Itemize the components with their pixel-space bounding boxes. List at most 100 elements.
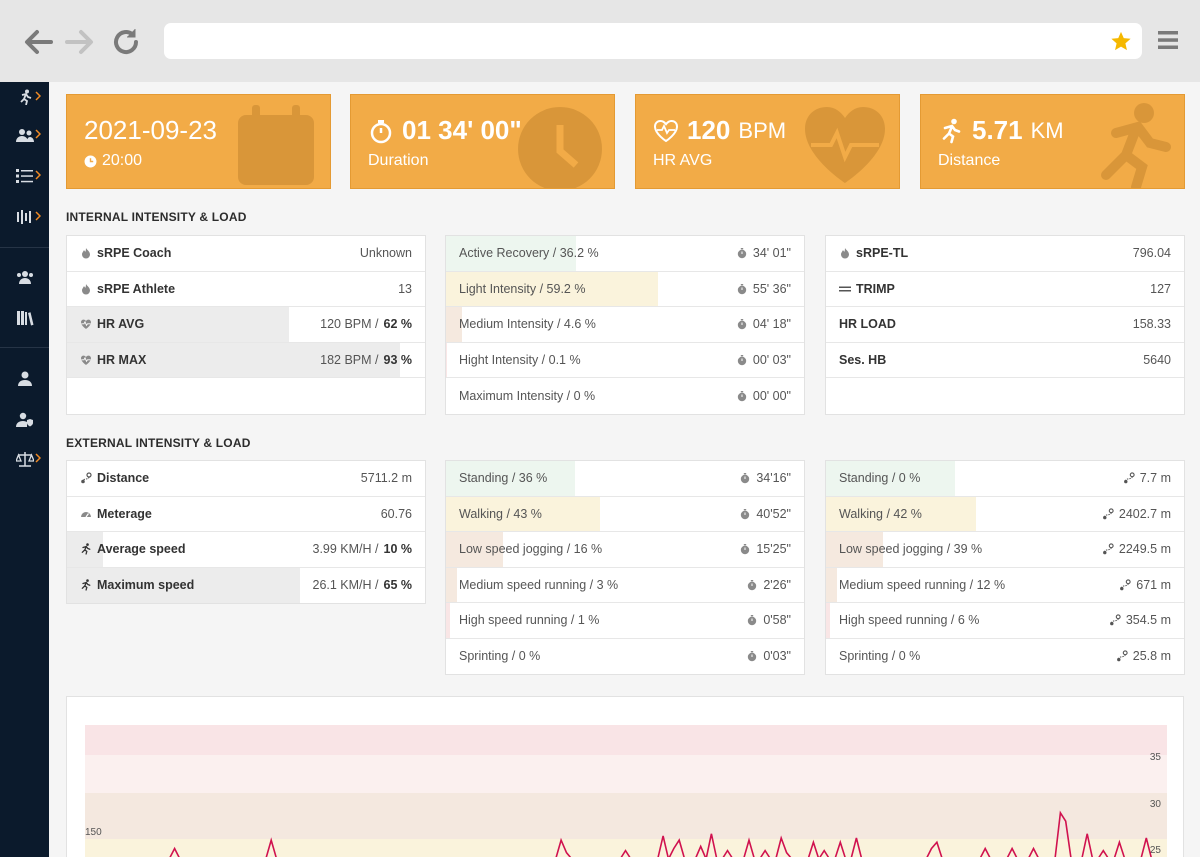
runner-icon — [80, 543, 92, 555]
row-value: 127 — [1150, 282, 1171, 296]
row-value: 2402.7 m — [1102, 507, 1171, 521]
table-row: High speed running / 1 % 0'58" — [446, 603, 804, 639]
address-bar[interactable] — [164, 23, 1142, 59]
row-value: 0'58" — [746, 613, 791, 627]
table-row: Distance 5711.2 m — [67, 461, 425, 497]
books-icon — [16, 311, 33, 326]
row-label-text: Average speed — [97, 542, 186, 557]
forward-button[interactable] — [60, 22, 100, 62]
chevron-right-icon — [35, 170, 41, 180]
row-label-text: Active Recovery / 36.2 % — [459, 246, 599, 261]
route-small-icon — [1119, 579, 1131, 591]
heartbeat-icon — [80, 354, 92, 366]
row-value: 2'26" — [746, 578, 791, 592]
stopwatch-icon — [739, 508, 751, 520]
row-value-text: 13 — [398, 281, 412, 296]
row-value-text: 26.1 KM/H / — [312, 578, 379, 593]
row-value-text: 158.33 — [1132, 317, 1171, 332]
row-value-text: 04' 18" — [752, 317, 791, 332]
row-label-text: HR LOAD — [839, 317, 896, 332]
internal-metrics-table: sRPE Coach Unknown sRPE Athlete 13 HR AVG 120… — [66, 235, 426, 415]
external-section-title: EXTERNAL INTENSITY & LOAD — [66, 436, 251, 450]
row-value-text: 2'26" — [763, 577, 791, 592]
stopwatch-icon — [746, 579, 758, 591]
row-value-text: 2249.5 m — [1118, 542, 1171, 557]
reload-icon — [114, 29, 139, 55]
tile-duration-label: Duration — [368, 152, 429, 169]
row-label: Medium speed running / 3 % — [459, 578, 618, 592]
row-progress-fill — [446, 271, 658, 306]
reload-button[interactable] — [106, 22, 146, 62]
heartbeat-icon — [653, 119, 679, 142]
internal-zones-table: Active Recovery / 36.2 % 34' 01" Light Int… — [445, 235, 805, 415]
clock-icon — [518, 107, 602, 188]
row-value: 04' 18" — [736, 317, 791, 331]
row-progress-fill — [67, 342, 400, 377]
tile-date: 2021-09-23 20:00 — [66, 94, 331, 189]
row-value-text: 7.7 m — [1139, 471, 1171, 486]
tile-duration: 01 34' 00" Duration — [350, 94, 615, 189]
gauge-icon — [80, 508, 92, 520]
stopwatch-icon — [746, 650, 758, 662]
row-label: High speed running / 1 % — [459, 613, 599, 627]
tile-hr-value: 120 — [687, 115, 731, 145]
row-label: Walking / 42 % — [839, 507, 922, 521]
sidebar-item-equalizer[interactable] — [0, 202, 49, 232]
users-icon — [16, 271, 33, 284]
sidebar-item-balance[interactable] — [0, 444, 49, 474]
row-value-text: 25.8 m — [1132, 649, 1171, 664]
sidebar-item-sessions[interactable] — [0, 82, 49, 112]
internal-section-title: INTERNAL INTENSITY & LOAD — [66, 210, 247, 224]
row-label-text: HR AVG — [97, 317, 145, 332]
row-label: Sprinting / 0 % — [839, 649, 920, 663]
row-label-text: Maximum speed — [97, 578, 195, 593]
row-label: Maximum Intensity / 0 % — [459, 389, 595, 403]
stopwatch-icon — [736, 247, 748, 259]
hamburger-menu-icon[interactable] — [1156, 28, 1180, 52]
tile-hr-label: HR AVG — [653, 152, 713, 169]
row-progress-fill — [826, 496, 977, 531]
row-value-text: 2402.7 m — [1118, 506, 1171, 521]
stopwatch-icon — [736, 354, 748, 366]
row-label-text: TRIMP — [856, 281, 895, 296]
table-row: Standing / 0 % 7.7 m — [826, 461, 1184, 497]
back-button[interactable] — [18, 22, 58, 62]
row-label-text: Walking / 42 % — [839, 506, 922, 521]
sidebar-item-teams[interactable] — [0, 120, 49, 150]
sidebar-item-profile[interactable] — [0, 363, 49, 393]
table-row: Sprinting / 0 % 0'03" — [446, 639, 804, 675]
row-label: Standing / 36 % — [459, 471, 547, 485]
row-label-text: Medium Intensity / 4.6 % — [459, 317, 596, 332]
row-value: 26.1 KM/H / 65 % — [313, 578, 413, 592]
row-percent: 62 % — [383, 317, 413, 332]
row-label-text: Meterage — [97, 506, 152, 521]
row-label-text: High speed running / 6 % — [839, 613, 980, 628]
table-row — [826, 378, 1184, 414]
row-value-text: 3.99 KM/H / — [312, 542, 379, 557]
row-value-text: 5711.2 m — [360, 471, 412, 486]
row-label-text: Standing / 0 % — [839, 471, 921, 486]
row-value: 34'16" — [739, 471, 791, 485]
row-label-text: Distance — [97, 471, 150, 486]
sidebar-item-list[interactable] — [0, 161, 49, 191]
group-icon — [15, 129, 34, 142]
chevron-right-icon — [35, 91, 41, 101]
row-value-text: 0'58" — [763, 613, 791, 628]
tile-hr-avg: 120 BPM HR AVG — [635, 94, 900, 189]
sidebar-item-user-security[interactable] — [0, 404, 49, 434]
star-icon[interactable] — [1110, 30, 1132, 52]
row-label-text: High speed running / 1 % — [459, 613, 600, 628]
row-label: High speed running / 6 % — [839, 613, 979, 627]
table-row: sRPE-TL 796.04 — [826, 236, 1184, 272]
row-label: HR MAX — [80, 353, 146, 367]
row-label: sRPE Athlete — [80, 282, 175, 296]
row-label: Maximum speed — [80, 578, 194, 592]
route-small-icon — [1109, 614, 1121, 626]
route-small-icon — [1116, 650, 1128, 662]
sidebar-item-athletes[interactable] — [0, 262, 49, 292]
sidebar-item-library[interactable] — [0, 303, 49, 333]
tile-duration-value: 01 34' 00" — [402, 115, 522, 145]
row-value: 00' 03" — [736, 353, 791, 367]
stopwatch-icon — [370, 119, 392, 143]
chart-series-line — [169, 810, 1152, 857]
